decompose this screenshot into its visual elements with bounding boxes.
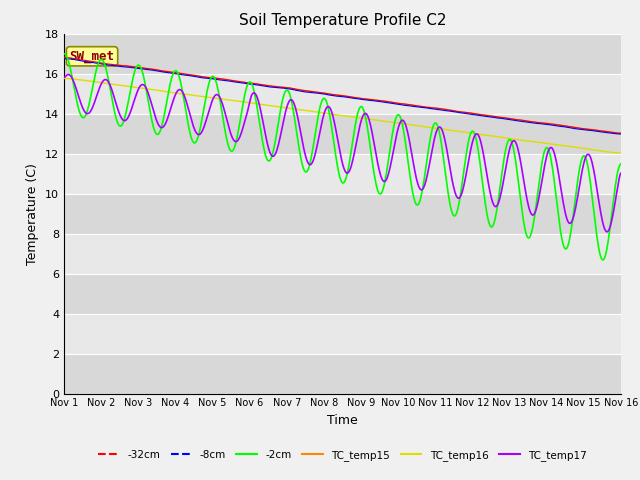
TC_temp17 — [214, 92, 222, 98]
-8cm — [214, 77, 222, 83]
-8cm — [128, 65, 136, 71]
TC_temp17 — [411, 168, 419, 174]
TC_temp15 — [71, 56, 79, 62]
X-axis label: Time: Time — [327, 414, 358, 427]
TC_temp17 — [617, 170, 625, 176]
-2cm — [60, 51, 68, 57]
TC_temp15 — [617, 130, 625, 136]
Line: -32cm: -32cm — [64, 58, 621, 133]
-2cm — [426, 135, 434, 141]
Bar — [64, 154, 621, 193]
TC_temp16 — [70, 76, 78, 82]
TC_temp17 — [185, 107, 193, 113]
-2cm — [617, 161, 625, 167]
Bar — [64, 193, 621, 234]
TC_temp15 — [60, 55, 68, 60]
Bar — [64, 234, 621, 274]
Line: -2cm: -2cm — [64, 54, 621, 260]
-32cm — [60, 55, 68, 60]
-8cm — [428, 106, 435, 111]
Bar — [64, 354, 621, 394]
Y-axis label: Temperature (C): Temperature (C) — [26, 163, 40, 264]
Text: SW_met: SW_met — [70, 50, 115, 63]
-32cm — [61, 55, 68, 60]
-32cm — [185, 72, 193, 77]
-32cm — [214, 75, 222, 81]
-2cm — [184, 120, 192, 126]
TC_temp17 — [428, 153, 435, 158]
Line: TC_temp15: TC_temp15 — [64, 58, 621, 133]
TC_temp16 — [410, 122, 418, 128]
TC_temp17 — [71, 82, 79, 87]
-8cm — [185, 72, 193, 78]
Line: TC_temp16: TC_temp16 — [64, 78, 621, 153]
-32cm — [411, 103, 419, 108]
TC_temp17 — [65, 72, 72, 77]
TC_temp15 — [214, 75, 222, 81]
TC_temp17 — [603, 229, 611, 235]
-8cm — [411, 104, 419, 109]
Line: TC_temp17: TC_temp17 — [64, 74, 621, 232]
Bar — [64, 34, 621, 73]
Legend: -32cm, -8cm, -2cm, TC_temp15, TC_temp16, TC_temp17: -32cm, -8cm, -2cm, TC_temp15, TC_temp16,… — [94, 445, 591, 465]
TC_temp15 — [185, 72, 193, 77]
-32cm — [128, 64, 136, 70]
-32cm — [428, 105, 435, 110]
TC_temp17 — [60, 75, 68, 81]
Title: Soil Temperature Profile C2: Soil Temperature Profile C2 — [239, 13, 446, 28]
Bar — [64, 274, 621, 313]
TC_temp15 — [428, 105, 435, 110]
Bar — [64, 313, 621, 354]
TC_temp16 — [214, 96, 221, 101]
-2cm — [127, 83, 135, 88]
Line: -8cm: -8cm — [64, 59, 621, 134]
-32cm — [71, 56, 79, 61]
-2cm — [214, 84, 221, 89]
TC_temp16 — [184, 92, 192, 97]
TC_temp15 — [63, 55, 70, 60]
-2cm — [599, 257, 607, 263]
-2cm — [70, 84, 78, 90]
TC_temp16 — [127, 84, 135, 90]
TC_temp17 — [128, 104, 136, 110]
TC_temp16 — [426, 125, 434, 131]
-2cm — [410, 196, 418, 202]
TC_temp16 — [617, 150, 625, 156]
TC_temp15 — [128, 64, 136, 70]
-8cm — [60, 56, 68, 61]
-8cm — [61, 56, 69, 61]
Bar — [64, 114, 621, 154]
-32cm — [617, 130, 625, 136]
-32cm — [616, 131, 623, 136]
Bar — [64, 73, 621, 114]
TC_temp15 — [411, 103, 419, 108]
TC_temp16 — [60, 75, 68, 81]
-8cm — [71, 57, 79, 62]
-8cm — [617, 131, 625, 137]
